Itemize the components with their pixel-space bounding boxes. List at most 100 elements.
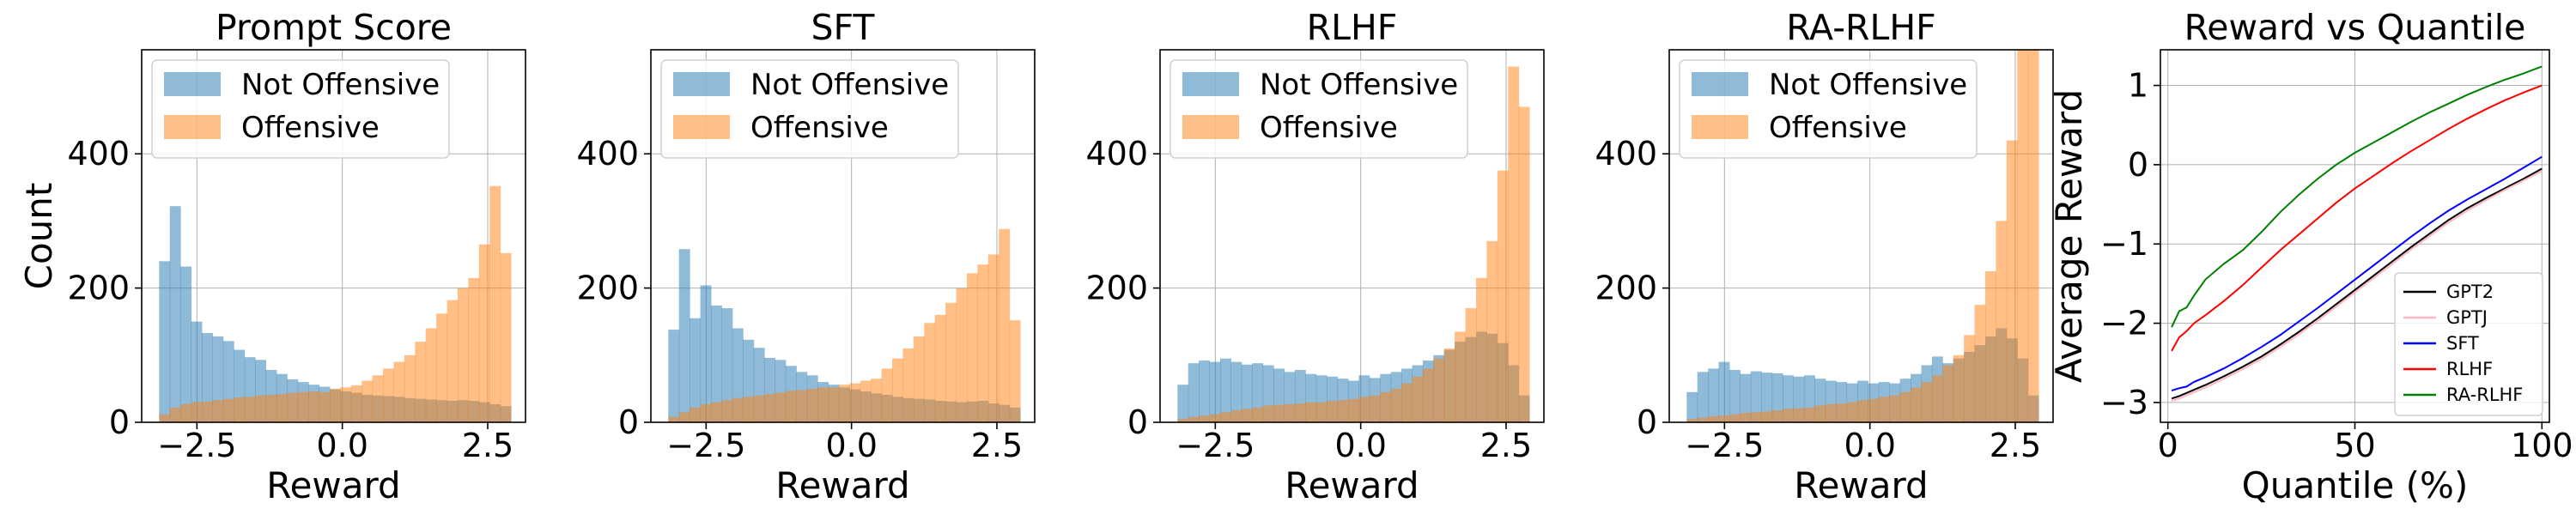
bar-offensive (1686, 419, 1698, 422)
bar-offensive (1825, 403, 1837, 422)
bar-offensive (425, 328, 437, 422)
bar-offensive (1219, 412, 1231, 422)
bar-offensive (1305, 402, 1317, 422)
bar-offensive (393, 361, 405, 422)
x-tick-label: 0.0 (1844, 427, 1895, 464)
bar-not-offensive (1718, 361, 1730, 422)
bar-not-offensive (201, 332, 213, 422)
bar-not-offensive (1209, 361, 1221, 422)
y-tick-label: 400 (1595, 135, 1657, 173)
bar-offensive (2017, 50, 2029, 422)
axes-frame (1668, 49, 2054, 423)
bar-offensive (297, 391, 309, 422)
bar-offensive (319, 391, 331, 422)
legend-swatch (1182, 115, 1239, 139)
bar-offensive (1337, 400, 1349, 422)
x-tick-label: 50 (2334, 427, 2375, 464)
bar-offensive (340, 387, 352, 422)
bar-offensive (1369, 395, 1381, 422)
bar-offensive (838, 385, 850, 422)
bar-offensive (500, 252, 512, 422)
bar-offensive (913, 336, 925, 422)
legend-label: Not Offensive (750, 68, 949, 102)
bar-offensive (1508, 66, 1520, 422)
bar-offensive (1315, 402, 1327, 422)
bar-offensive (1868, 398, 1880, 422)
y-tick-label: 200 (576, 270, 639, 307)
x-tick-label: 2.5 (462, 427, 513, 464)
x-tick-label: −2.5 (1176, 427, 1255, 464)
bar-offensive (478, 244, 490, 422)
y-tick-label: 400 (576, 135, 639, 173)
y-tick-label: −3 (2100, 384, 2148, 421)
bar-offensive (1996, 221, 2008, 422)
chart-title: Prompt Score (216, 7, 452, 48)
bar-not-offensive (700, 285, 712, 422)
legend-label: Not Offensive (1260, 68, 1458, 102)
legend-swatch (673, 72, 730, 96)
bar-offensive (710, 402, 722, 422)
bar-offensive (1911, 387, 1922, 422)
bar-offensive (1921, 382, 1933, 422)
legend-label: SFT (2446, 333, 2479, 354)
line-gpt2 (2171, 167, 2543, 400)
legend-label: GPT2 (2446, 282, 2494, 302)
y-tick-label: 200 (1085, 270, 1148, 307)
bar-offensive (489, 185, 501, 422)
legend: Not Offensive Offensive (151, 59, 450, 159)
bar-offensive (287, 392, 299, 422)
bar-offensive (1518, 106, 1530, 422)
bar-offensive (1230, 409, 1242, 422)
bar-not-offensive (690, 318, 702, 422)
x-axis-label: Reward (266, 464, 400, 506)
plot-area (1177, 66, 1530, 422)
bar-offensive (1412, 376, 1424, 422)
bar-offensive (1443, 348, 1455, 422)
axes-frame (1159, 49, 1545, 423)
bar-not-offensive (1177, 385, 1189, 422)
plot-area (668, 228, 1021, 422)
y-axis-label: Count (18, 183, 60, 290)
x-axis-label: Reward (1794, 464, 1928, 506)
x-tick-label: −2.5 (1685, 427, 1764, 464)
legend-swatch (164, 115, 221, 139)
bar-offensive (721, 400, 733, 422)
bar-offensive (1294, 403, 1306, 422)
legend-label: Not Offensive (1769, 68, 1967, 102)
bar-offensive (987, 254, 999, 422)
bar-not-offensive (710, 305, 722, 422)
line-gptj (2171, 170, 2543, 403)
chart-title: RLHF (1307, 7, 1398, 48)
bar-not-offensive (1686, 391, 1698, 422)
x-tick-label: 100 (2511, 427, 2573, 464)
bar-offensive (1390, 388, 1402, 422)
bar-offensive (1931, 375, 1943, 422)
bar-offensive (828, 387, 840, 422)
x-tick-label: 0.0 (825, 427, 877, 464)
bar-offensive (447, 300, 459, 422)
legend-label: RLHF (2446, 359, 2493, 379)
bar-offensive (1188, 416, 1200, 422)
bar-not-offensive (1230, 361, 1242, 422)
bar-offensive (457, 288, 469, 422)
bar-offensive (1347, 398, 1359, 422)
bar-offensive (1401, 383, 1413, 422)
bar-offensive (1177, 419, 1189, 422)
bar-offensive (817, 387, 829, 422)
bar-not-offensive (1188, 363, 1200, 422)
bar-offensive (1899, 391, 1911, 422)
bar-offensive (1793, 408, 1805, 422)
bar-offensive (1761, 411, 1773, 422)
line-rlhf (2171, 84, 2543, 352)
legend: Not Offensive Offensive (1170, 59, 1468, 159)
bar-offensive (902, 348, 914, 422)
legend: Not Offensive Offensive (1679, 59, 1978, 159)
bar-not-offensive (169, 206, 181, 422)
bar-offensive (201, 401, 213, 422)
bar-not-offensive (1199, 360, 1211, 422)
chart-panel-4: −2.5 0.0 2.5 0 200 400 RA-RLHF Reward Not Offens… (1595, 7, 2054, 506)
y-tick-label: 1 (2128, 67, 2148, 105)
chart-title: RA-RLHF (1786, 7, 1936, 48)
bar-offensive (1856, 400, 1868, 422)
bar-offensive (977, 264, 989, 422)
